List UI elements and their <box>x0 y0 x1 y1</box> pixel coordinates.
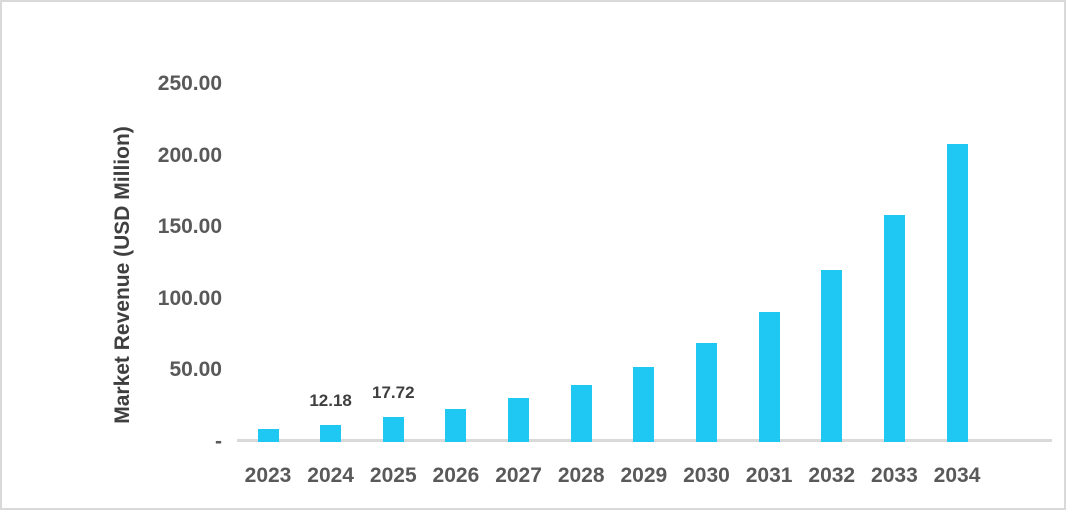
x-axis-tick-label: 2024 <box>307 464 354 487</box>
x-axis-tick-label: 2030 <box>683 464 730 487</box>
y-axis-tick-label: 200.00 <box>157 143 222 167</box>
bar-2024 <box>320 424 342 442</box>
y-axis-tick-label: 250.00 <box>157 72 222 95</box>
x-axis-tick-label: 2025 <box>369 464 417 487</box>
x-axis-tick-label: 2028 <box>557 464 605 487</box>
x-axis-tick-label: 2029 <box>620 464 668 487</box>
bar-2033 <box>883 215 905 442</box>
y-axis-tick-label: 150.00 <box>157 215 222 239</box>
x-axis-tick-label: 2023 <box>244 464 292 487</box>
x-axis-tick-label: 2027 <box>495 464 542 487</box>
y-axis-tick-label: 50.00 <box>169 358 222 382</box>
bar-2029 <box>633 366 655 442</box>
y-axis-tick-label: - <box>215 430 222 453</box>
x-axis-tick-label: 2031 <box>745 464 793 487</box>
bar-2028 <box>570 384 592 442</box>
bar-2023 <box>257 428 279 442</box>
bar-data-label: 12.18 <box>309 390 352 410</box>
bar-2034 <box>946 143 968 442</box>
bar-data-label: 17.72 <box>371 382 415 402</box>
bar-2032 <box>821 270 843 442</box>
bar-2025 <box>382 416 404 442</box>
y-axis-tick-label: 100.00 <box>157 286 222 310</box>
x-axis-tick-label: 2026 <box>432 464 480 487</box>
bar-2027 <box>508 398 530 442</box>
bar-2030 <box>695 342 717 442</box>
x-axis-tick-label: 2034 <box>933 464 981 487</box>
bar-2026 <box>445 408 467 442</box>
bar-2031 <box>758 311 780 442</box>
y-axis-title: Market Revenue (USD Million) <box>111 126 134 424</box>
x-axis-tick-label: 2033 <box>871 464 918 487</box>
x-axis-tick-label: 2032 <box>808 464 856 487</box>
